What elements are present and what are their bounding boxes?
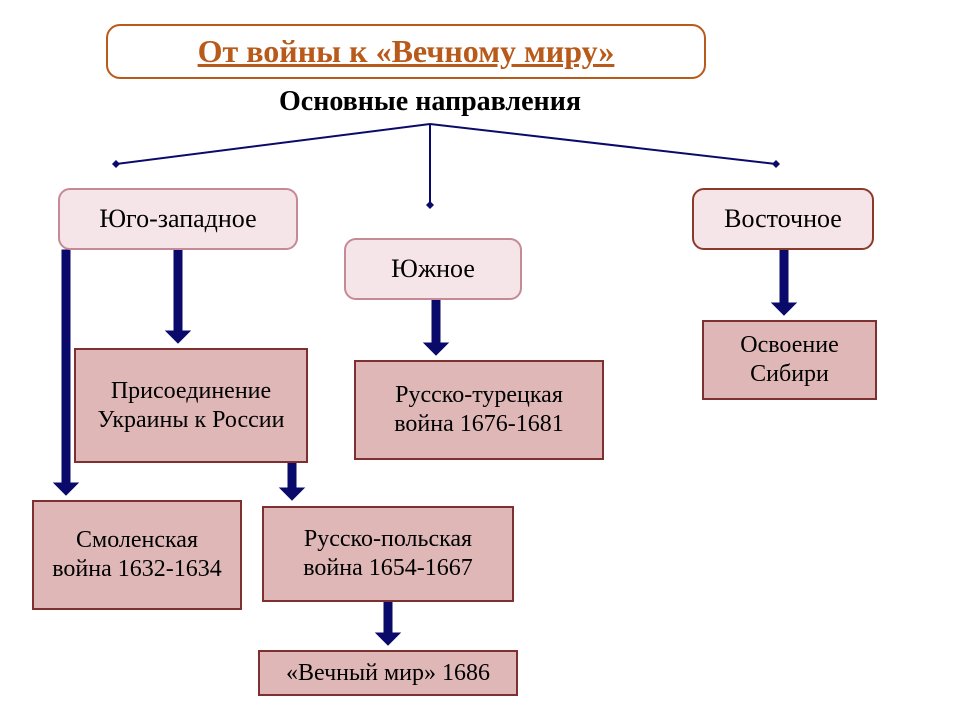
direction-southwest: Юго-западное [58,188,298,250]
event-eternal-peace: «Вечный мир» 1686 [258,650,518,696]
direction-east: Восточное [692,188,874,250]
arrow-sw-to-ukraine [166,250,190,343]
fanout-end-center [426,201,434,209]
title-box: От войны к «Вечному миру» [106,24,706,79]
arrow-ukraine-to-polish [280,463,304,500]
arrow-east-to-siberia [772,250,796,315]
event-smolensk-war: Смолен­ская война 1632-1634 [32,500,242,610]
event-turkish-war: Русско-турецкая война 1676-1681 [354,360,604,460]
arrow-south-to-turkish [424,300,448,355]
diagram-stage: От войны к «Вечному миру» Основные напра… [0,0,960,720]
arrow-polish-to-eternal [376,602,400,645]
fanout-end-right [772,160,780,168]
fanout-end-left [112,160,120,168]
event-polish-war: Русско-польская война 1654-1667 [262,506,514,602]
direction-south: Южное [344,238,522,300]
event-siberia: Освоение Сибири [702,320,877,400]
subtitle: Основные направления [220,86,640,118]
event-ukraine: Присоединение Украины к России [74,348,308,463]
